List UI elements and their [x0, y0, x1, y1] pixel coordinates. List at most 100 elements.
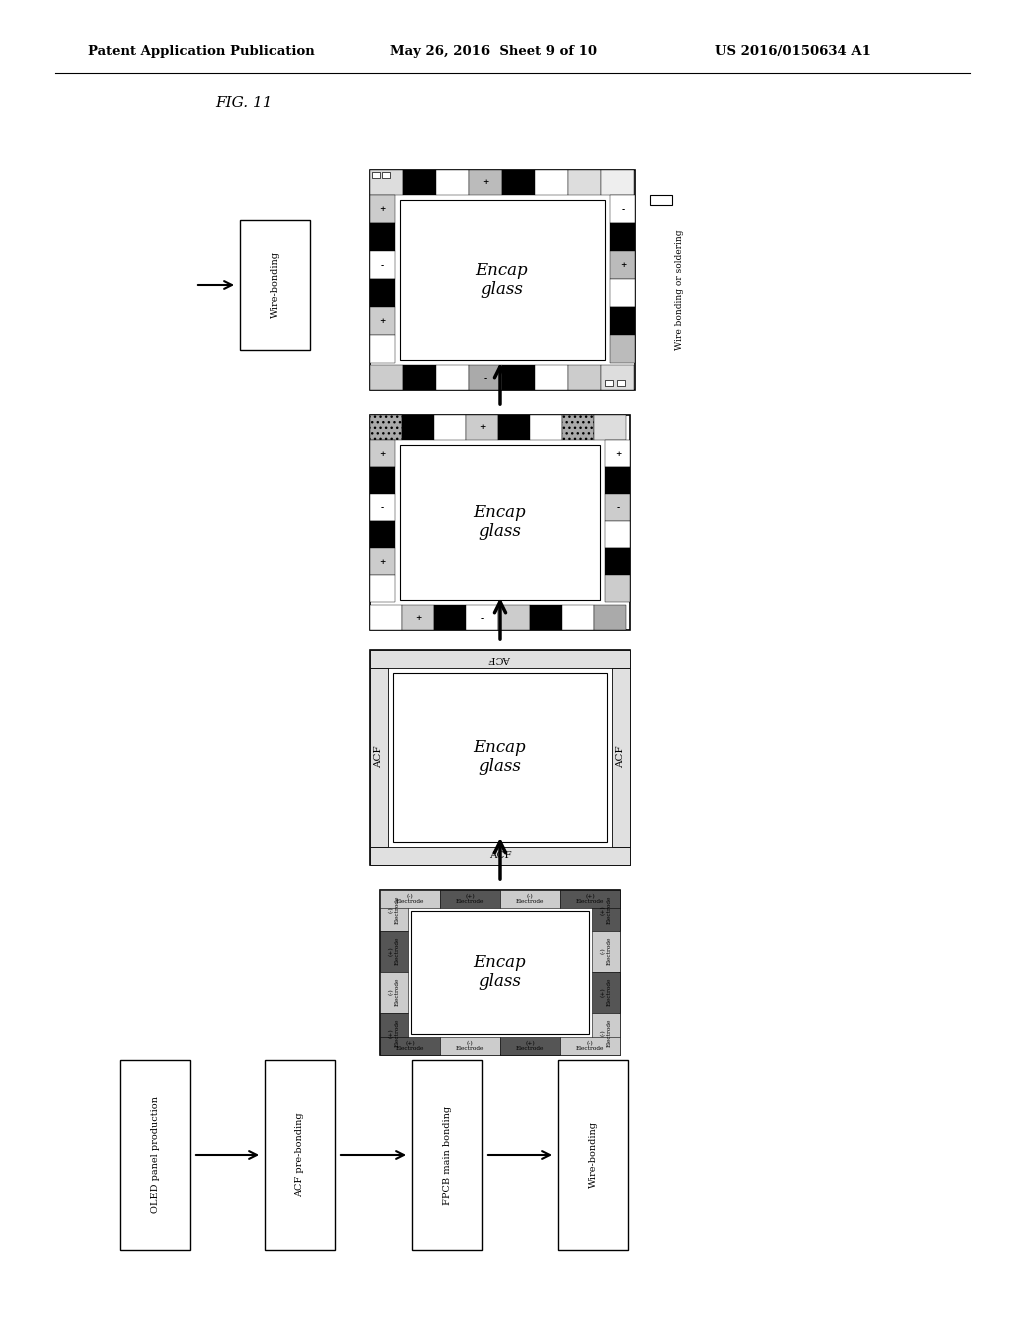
Text: Encap
glass: Encap glass	[474, 953, 526, 990]
Text: ACF: ACF	[375, 746, 384, 768]
Bar	[382, 172, 390, 178]
Bar	[500, 890, 560, 908]
Bar	[370, 366, 403, 389]
Text: +: +	[379, 450, 385, 458]
Text: +: +	[482, 178, 488, 186]
Bar	[610, 195, 635, 223]
Bar	[380, 1012, 408, 1053]
Bar	[560, 890, 620, 908]
Bar	[535, 366, 568, 389]
Bar	[370, 668, 388, 847]
Text: +: +	[479, 422, 485, 432]
Bar	[562, 414, 594, 440]
Bar	[370, 279, 395, 308]
Bar	[370, 170, 403, 195]
Text: (+)
Electrode: (+) Electrode	[516, 1040, 544, 1052]
Bar	[605, 380, 613, 385]
Text: +: +	[379, 317, 385, 325]
Bar	[610, 223, 635, 251]
Bar	[370, 251, 395, 279]
Bar	[240, 220, 310, 350]
Text: -: -	[418, 178, 421, 186]
Text: ACF: ACF	[616, 746, 626, 768]
Bar	[605, 440, 630, 467]
Bar	[393, 673, 607, 842]
Bar	[402, 414, 434, 440]
Bar	[380, 1038, 440, 1055]
Bar	[370, 649, 630, 865]
Bar	[403, 366, 436, 389]
Text: Wire bonding or soldering: Wire bonding or soldering	[676, 230, 684, 350]
Bar	[568, 170, 601, 195]
Bar	[120, 1060, 190, 1250]
Text: OLED panel production: OLED panel production	[151, 1097, 160, 1213]
Bar	[617, 380, 625, 385]
Bar	[370, 605, 402, 630]
Bar	[412, 1060, 482, 1250]
Text: (-)
Electrode: (-) Electrode	[600, 1019, 611, 1047]
Bar	[370, 195, 395, 223]
Text: +: +	[379, 557, 385, 565]
Bar	[502, 366, 535, 389]
Text: FPCB main bonding: FPCB main bonding	[442, 1105, 452, 1205]
Bar	[605, 467, 630, 494]
Text: -: -	[622, 317, 625, 325]
Text: -: -	[417, 422, 420, 432]
Text: (-)
Electrode: (-) Electrode	[396, 894, 424, 904]
Text: +: +	[620, 261, 627, 269]
Bar	[440, 890, 500, 908]
Bar	[592, 890, 620, 931]
Bar	[380, 890, 440, 908]
Bar	[605, 494, 630, 521]
Bar	[370, 847, 630, 865]
Text: +: +	[415, 614, 421, 622]
Bar	[436, 366, 469, 389]
Bar	[650, 195, 672, 205]
Bar	[370, 335, 395, 363]
Bar	[500, 1038, 560, 1055]
Text: (-)
Electrode: (-) Electrode	[388, 978, 399, 1006]
Bar	[594, 414, 626, 440]
Text: ACF: ACF	[488, 851, 511, 861]
Text: (+)
Electrode: (+) Electrode	[600, 978, 611, 1006]
Bar	[440, 1038, 500, 1055]
Text: ACF: ACF	[488, 655, 511, 664]
Text: +: +	[417, 374, 423, 381]
Bar	[380, 931, 408, 972]
Text: (+)
Electrode: (+) Electrode	[388, 1019, 399, 1047]
Text: +: +	[614, 450, 622, 458]
Bar	[370, 494, 395, 521]
Text: Encap
glass: Encap glass	[474, 504, 526, 540]
Bar	[380, 890, 620, 1055]
Bar	[402, 605, 434, 630]
Text: +: +	[379, 205, 385, 213]
Bar	[558, 1060, 628, 1250]
Bar	[592, 972, 620, 1012]
Bar	[594, 605, 626, 630]
Bar	[601, 170, 634, 195]
Bar	[469, 366, 502, 389]
Bar	[560, 1038, 620, 1055]
Bar	[436, 170, 469, 195]
Text: Encap
glass: Encap glass	[474, 739, 526, 775]
Text: +: +	[614, 557, 622, 565]
Bar	[370, 414, 402, 440]
Text: -: -	[616, 503, 620, 511]
Bar	[592, 1012, 620, 1053]
Bar	[610, 279, 635, 308]
Text: (-)
Electrode: (-) Electrode	[575, 1040, 604, 1052]
Text: Patent Application Publication: Patent Application Publication	[88, 45, 314, 58]
Bar	[400, 445, 600, 601]
Bar	[466, 605, 498, 630]
Text: (-)
Electrode: (-) Electrode	[516, 894, 544, 904]
Bar	[265, 1060, 335, 1250]
Bar	[610, 308, 635, 335]
Bar	[530, 414, 562, 440]
Bar	[411, 911, 589, 1034]
Bar	[380, 890, 408, 931]
Text: -: -	[381, 261, 384, 269]
Bar	[469, 170, 502, 195]
Text: US 2016/0150634 A1: US 2016/0150634 A1	[715, 45, 870, 58]
Bar	[610, 335, 635, 363]
Bar	[610, 251, 635, 279]
